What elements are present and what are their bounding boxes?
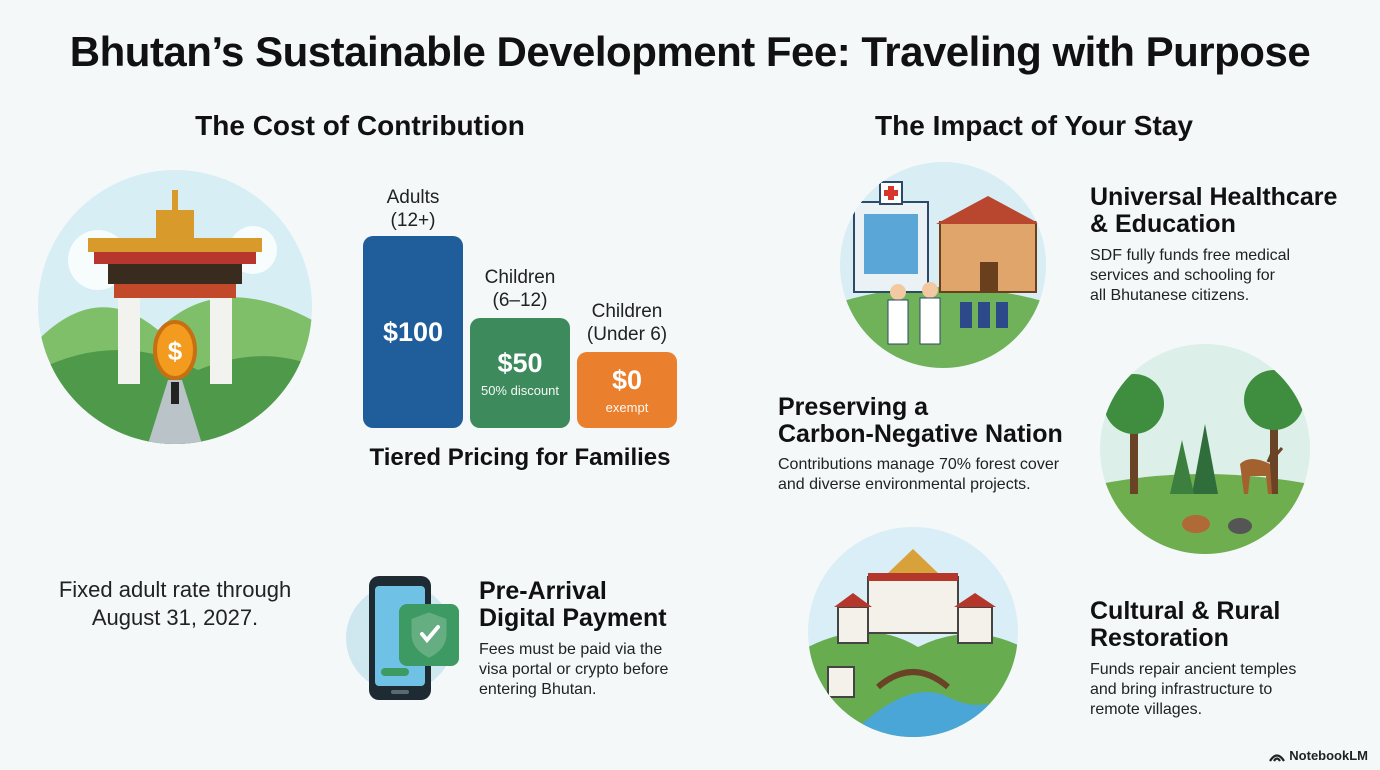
forest-wildlife-illustration xyxy=(1100,344,1310,554)
payment-heading: Pre-Arrival Digital Payment xyxy=(479,577,667,632)
hospital-school-illustration xyxy=(840,162,1046,368)
tier-children-bar: $50 50% discount xyxy=(470,318,570,428)
notebooklm-logo-icon xyxy=(1269,753,1286,762)
tier-infants-bar: $0 exempt xyxy=(577,352,677,428)
dzong-village-illustration xyxy=(808,527,1018,737)
impact-section-heading: The Impact of Your Stay xyxy=(875,110,1193,141)
page-title: Bhutan’s Sustainable Development Fee: Tr… xyxy=(69,28,1311,75)
culture-body: Funds repair ancient temples and bring i… xyxy=(1090,661,1297,718)
tier-children-amount: $50 xyxy=(497,348,543,378)
culture-heading: Cultural & Rural Restoration xyxy=(1090,597,1281,652)
tier-adults-label: Adults (12+) xyxy=(386,187,440,231)
watermark: NotebookLM xyxy=(1269,748,1368,763)
tier-caption: Tiered Pricing for Families xyxy=(369,444,671,471)
healthcare-heading: Universal Healthcare & Education xyxy=(1090,183,1338,238)
fixed-rate-note: Fixed adult rate through August 31, 2027… xyxy=(58,577,292,630)
phone-shield-icon xyxy=(345,572,465,704)
tier-infants-label: Children (Under 6) xyxy=(586,301,668,345)
svg-text:$: $ xyxy=(168,336,183,366)
tier-infants-amount: $0 xyxy=(611,365,643,395)
environment-heading: Preserving a Carbon-Negative Nation xyxy=(778,393,1063,448)
tier-adults-amount: $100 xyxy=(382,316,444,347)
cost-section-heading: The Cost of Contribution xyxy=(195,110,525,141)
tier-children-note: 50% discount xyxy=(480,383,560,398)
tier-infants-note: exempt xyxy=(605,400,649,415)
tier-adults-bar: $100 xyxy=(363,236,463,428)
healthcare-body: SDF fully funds free medical services an… xyxy=(1090,247,1291,304)
payment-body: Fees must be paid via the visa portal or… xyxy=(479,641,669,698)
tier-children-label: Children (6–12) xyxy=(484,267,556,311)
gate-coin-illustration: $ xyxy=(38,170,312,444)
environment-body: Contributions manage 70% forest cover an… xyxy=(778,456,1060,493)
